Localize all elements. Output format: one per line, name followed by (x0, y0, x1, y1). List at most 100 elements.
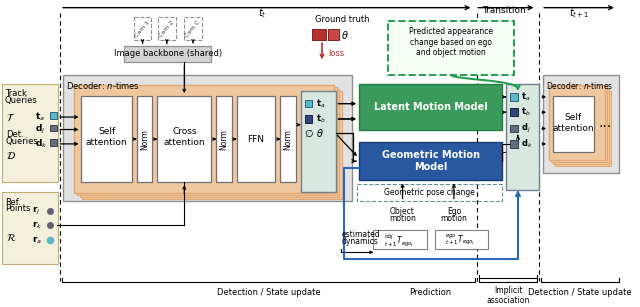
Bar (305, 115, 312, 123)
Bar (51, 125, 57, 131)
Text: $^{ego}_{t+1}T_{ego_t}$: $^{ego}_{t+1}T_{ego_t}$ (445, 233, 476, 247)
Text: $t_{t+1}$: $t_{t+1}$ (569, 6, 589, 20)
Bar (280, 96, 296, 182)
Bar (435, 230, 488, 250)
Bar (553, 89, 609, 164)
Text: $\mathbf{d}_j$: $\mathbf{d}_j$ (521, 122, 531, 135)
Text: Det.: Det. (6, 130, 24, 139)
Text: Geometric Motion
Model: Geometric Motion Model (381, 150, 479, 172)
Bar (510, 140, 518, 148)
Bar (124, 46, 211, 62)
Text: motion: motion (440, 214, 467, 223)
Bar (301, 91, 335, 192)
Text: Norm: Norm (140, 129, 149, 150)
Text: Self
attention: Self attention (86, 127, 127, 147)
Text: $\mathbf{r}_a$: $\mathbf{r}_a$ (32, 234, 42, 246)
Text: $\emptyset$: $\emptyset$ (303, 127, 314, 139)
Text: Decoder: $n$-times: Decoder: $n$-times (66, 80, 140, 91)
Bar (359, 84, 502, 130)
Bar (359, 142, 502, 181)
Bar (51, 139, 57, 146)
Bar (549, 85, 605, 160)
Text: $\mathcal{T}$: $\mathcal{T}$ (6, 111, 15, 123)
Text: Transition: Transition (483, 6, 526, 15)
Text: Ego: Ego (447, 207, 461, 216)
Text: Points: Points (5, 204, 30, 213)
Text: $\mathbf{t}_a$: $\mathbf{t}_a$ (316, 97, 326, 110)
Bar (555, 91, 611, 166)
Text: Cam 1: Cam 1 (134, 19, 151, 38)
Bar (2, 192, 58, 264)
Bar (506, 84, 540, 190)
Bar (2, 84, 58, 182)
Bar (510, 108, 518, 116)
Bar (373, 230, 427, 250)
Bar (510, 125, 518, 132)
Bar (237, 96, 275, 182)
Text: Detection / State update: Detection / State update (528, 288, 632, 297)
Text: Queries: Queries (6, 138, 38, 146)
Text: Object: Object (390, 207, 415, 216)
Text: Prediction: Prediction (410, 288, 452, 297)
Text: $\mathbf{r}_j$: $\mathbf{r}_j$ (32, 205, 40, 217)
Bar (79, 89, 339, 197)
Bar (328, 29, 339, 40)
Bar (137, 96, 152, 182)
Text: Self
attention: Self attention (552, 113, 594, 133)
Text: $\mathbf{d}_k$: $\mathbf{d}_k$ (521, 138, 532, 150)
Bar (83, 91, 342, 199)
Text: Ref.: Ref. (5, 198, 20, 207)
Text: Cam 2: Cam 2 (158, 19, 175, 38)
Bar (216, 96, 232, 182)
Text: $\mathbf{d}_j$: $\mathbf{d}_j$ (35, 123, 45, 136)
Bar (63, 75, 352, 201)
Text: FFN: FFN (248, 134, 264, 144)
Text: $t_t$: $t_t$ (257, 6, 266, 20)
Text: $\mathbf{t}_a$: $\mathbf{t}_a$ (521, 91, 530, 103)
Text: Queries: Queries (5, 96, 38, 105)
Text: Detection / State update: Detection / State update (217, 288, 321, 297)
FancyArrowPatch shape (344, 168, 520, 259)
Text: Track: Track (5, 89, 27, 98)
Bar (543, 75, 619, 173)
Text: loss: loss (328, 49, 344, 58)
Text: Image backbone (shared): Image backbone (shared) (114, 49, 222, 58)
Bar (157, 96, 211, 182)
Text: motion: motion (389, 214, 416, 223)
Text: $\mathbf{r}_k$: $\mathbf{r}_k$ (32, 220, 42, 231)
Bar (77, 87, 337, 195)
Bar (357, 184, 502, 201)
Text: $^{obj}_{t+1}T_{ego_t}$: $^{obj}_{t+1}T_{ego_t}$ (384, 232, 415, 248)
Text: $\mathbf{t}_b$: $\mathbf{t}_b$ (521, 106, 531, 119)
Bar (51, 112, 57, 119)
Bar (312, 29, 326, 40)
Text: dynamics: dynamics (341, 237, 378, 246)
Text: Cross
attention: Cross attention (163, 127, 205, 147)
Bar (134, 17, 151, 40)
FancyArrowPatch shape (451, 75, 520, 89)
Text: ...: ... (598, 116, 612, 130)
Text: $\theta$: $\theta$ (316, 127, 324, 139)
Bar (158, 17, 175, 40)
Text: Ground truth: Ground truth (316, 15, 370, 24)
Text: $\mathcal{R}$: $\mathcal{R}$ (6, 232, 16, 243)
Bar (74, 85, 333, 193)
Text: $\theta$: $\theta$ (341, 29, 349, 41)
Text: Cam C: Cam C (184, 19, 202, 38)
Text: Latent Motion Model: Latent Motion Model (374, 103, 488, 112)
Text: Geometric pose change: Geometric pose change (384, 188, 475, 197)
Bar (81, 96, 132, 182)
Bar (184, 17, 202, 40)
Text: Decoder: $n$-times: Decoder: $n$-times (546, 80, 614, 91)
Text: $\mathbf{t}_b$: $\mathbf{t}_b$ (316, 113, 326, 125)
Text: $\mathcal{D}$: $\mathcal{D}$ (6, 150, 16, 161)
Text: $\mathbf{d}_k$: $\mathbf{d}_k$ (35, 138, 47, 150)
Bar (551, 87, 607, 162)
Text: $\mathbf{t}_a$: $\mathbf{t}_a$ (35, 111, 45, 123)
Bar (305, 100, 312, 107)
Text: Implicit
association: Implicit association (486, 286, 530, 305)
Text: Norm: Norm (220, 129, 228, 150)
Text: estimated: estimated (341, 230, 380, 239)
Bar (553, 96, 593, 152)
Text: Norm: Norm (284, 129, 292, 150)
